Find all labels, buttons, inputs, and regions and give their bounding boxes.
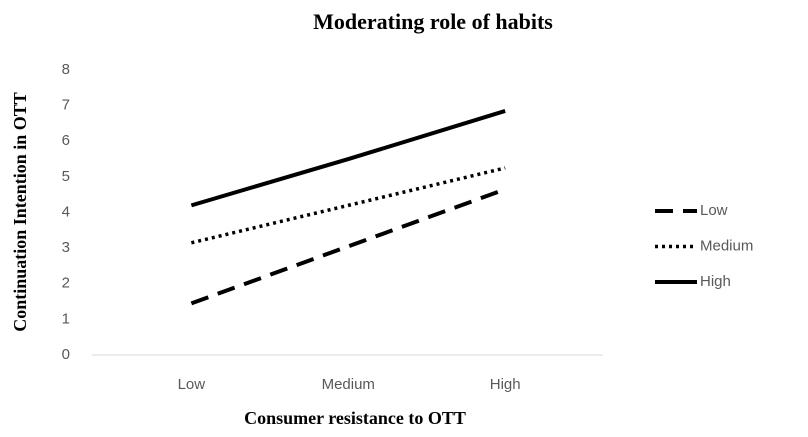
y-axis-title: Continuation Intention in OTT [10,92,30,332]
y-tick-label: 3 [62,239,70,256]
x-tick-label: High [490,376,521,393]
legend-label: Medium [700,237,753,254]
series-line [190,166,506,245]
x-tick-label: Medium [322,376,375,393]
legend-label: Low [700,202,728,219]
y-tick-label: 6 [62,132,70,149]
chart-title: Moderating role of habits [313,9,553,34]
y-tick-label: 1 [62,310,70,327]
y-tick-label: 5 [62,168,70,185]
legend-label: High [700,273,731,290]
y-tick-label: 8 [62,61,70,78]
y-tick-label: 0 [62,346,70,363]
series-line [190,109,506,208]
x-tick-label: Low [178,376,206,393]
y-tick-label: 4 [62,203,70,220]
y-tick-label: 7 [62,97,70,114]
y-tick-label: 2 [62,275,70,292]
x-axis-title: Consumer resistance to OTT [244,408,466,428]
